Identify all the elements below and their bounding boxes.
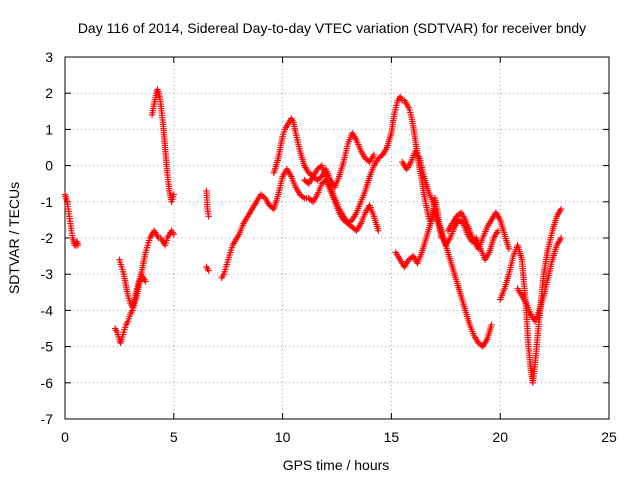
y-tick-label: -4	[41, 302, 54, 318]
series-arc-9	[301, 162, 382, 234]
series-arc-15	[514, 234, 565, 325]
series-arc-2	[111, 227, 177, 347]
data-point	[205, 213, 212, 220]
data-point	[170, 191, 177, 198]
data-point	[488, 321, 495, 329]
data-point	[170, 231, 177, 238]
x-tick-label: 25	[601, 429, 617, 445]
y-tick-label: -7	[41, 411, 54, 427]
series-arc-3	[116, 256, 149, 310]
data-point	[375, 227, 382, 234]
y-tick-label: -5	[41, 339, 54, 355]
y-tick-label: -2	[41, 230, 54, 246]
y-axis-label: SDTVAR / TECUs	[6, 182, 22, 294]
chart-title: Day 116 of 2014, Sidereal Day-to-day VTE…	[78, 20, 586, 36]
data-point	[557, 205, 565, 213]
y-tick-label: 1	[45, 121, 53, 137]
x-tick-label: 15	[384, 429, 400, 445]
series-arc-8	[270, 115, 378, 191]
y-tick-label: -3	[41, 266, 54, 282]
data-point	[505, 245, 513, 253]
data-point	[299, 193, 307, 201]
data-point	[142, 278, 149, 285]
series-arc-11	[392, 209, 495, 350]
data-point	[370, 151, 378, 158]
data-point	[557, 234, 565, 242]
series-arc-13	[444, 209, 513, 253]
x-tick-label: 10	[275, 429, 291, 445]
series-arc-14	[497, 205, 565, 386]
series-arc-1	[61, 191, 82, 249]
y-tick-label: 0	[45, 158, 53, 174]
series-arc-7	[218, 151, 386, 282]
y-tick-label: 2	[45, 85, 53, 101]
grid	[65, 57, 609, 419]
x-tick-label: 5	[170, 429, 178, 445]
axis-ticks: 0 5 10 15 20 25 -7 -6 -5 -4 -3 -2 -1 0 1 2 3	[41, 49, 617, 445]
x-tick-label: 0	[61, 429, 69, 445]
data-point	[205, 267, 212, 274]
series-arc-4	[148, 86, 177, 205]
data-points	[61, 86, 565, 386]
y-tick-label: -1	[41, 194, 54, 210]
series-arc-5	[203, 187, 212, 220]
x-tick-label: 20	[492, 429, 508, 445]
y-tick-label: -6	[41, 375, 54, 391]
data-point	[74, 242, 82, 249]
x-axis-label: GPS time / hours	[283, 457, 390, 473]
series-arc-6	[203, 263, 212, 274]
y-tick-label: 3	[45, 49, 53, 65]
series-arc-12	[399, 147, 502, 263]
